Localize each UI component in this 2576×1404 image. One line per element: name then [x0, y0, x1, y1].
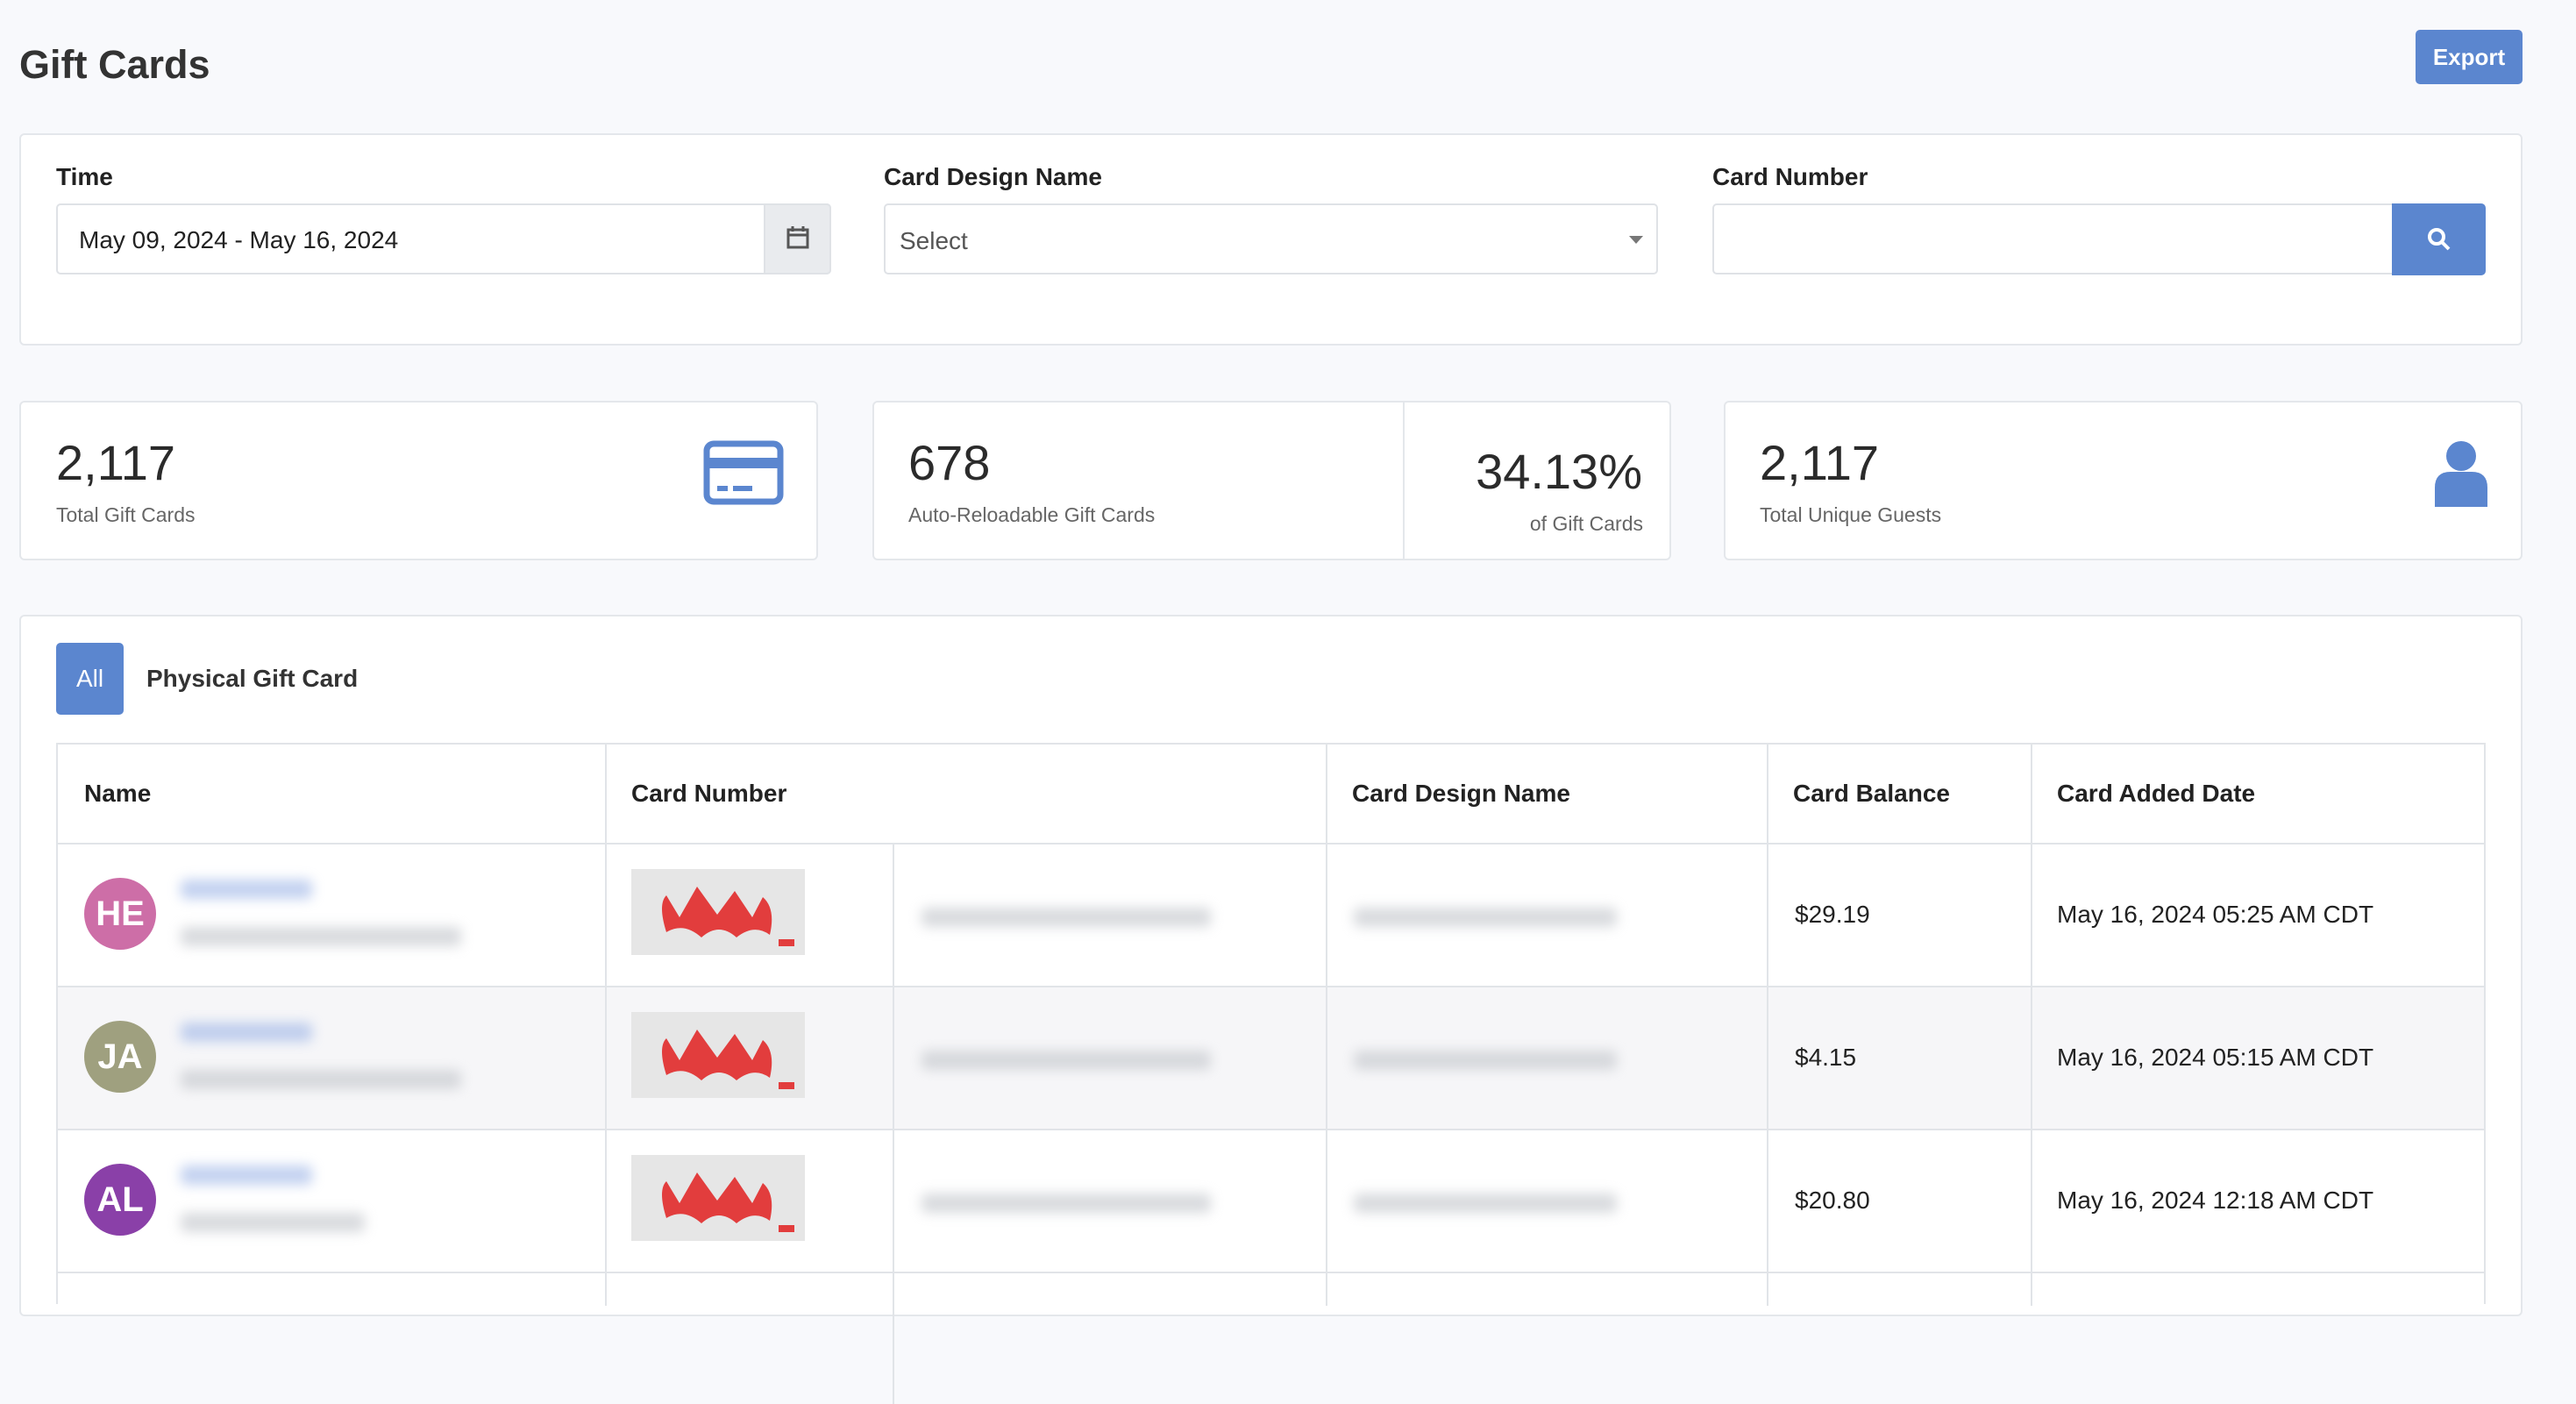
card-date: May 16, 2024 12:18 AM CDT: [2057, 1187, 2374, 1214]
column-header: Card Added Date: [2057, 780, 2256, 807]
table-row: [58, 1129, 2484, 1272]
table: Name Card Number Card Design Name Card Bala…: [56, 743, 2486, 1404]
card-date: May 16, 2024 05:15 AM CDT: [2057, 1044, 2374, 1071]
calendar-button[interactable]: [764, 203, 831, 274]
column-header: Card Number: [631, 780, 787, 807]
design-select[interactable]: [884, 203, 1658, 274]
stat-card: [1724, 401, 2523, 560]
blurred-card-number: [922, 1051, 1211, 1070]
card-logo: [662, 887, 794, 946]
table-row: [58, 843, 2484, 986]
column-header: Card Design Name: [1352, 780, 1570, 807]
user-icon: [2435, 441, 2487, 507]
stat-percent: 34.13%: [1476, 444, 1642, 499]
stat-card: [19, 401, 818, 560]
column-header: Card Balance: [1793, 780, 1950, 807]
stat-card: [872, 401, 1671, 560]
column-divider: [2031, 745, 2032, 1306]
search-icon: [2427, 228, 2450, 251]
filter-label: Time: [56, 163, 113, 190]
card-image: [631, 1155, 805, 1241]
card-icon: [703, 440, 784, 505]
card-logo: [662, 1030, 794, 1089]
card-number-input[interactable]: [1712, 203, 2405, 274]
column-divider: [893, 843, 894, 1404]
card-image: [631, 869, 805, 955]
stat-value: 2,117: [1760, 435, 1879, 490]
avatar: HE: [84, 878, 156, 950]
filter-label: Card Number: [1712, 163, 1868, 190]
card-balance: $20.80: [1795, 1187, 1870, 1214]
dropdown-arrow: [1629, 236, 1643, 244]
blurred-email: [181, 927, 461, 946]
date-value: May 09, 2024 - May 16, 2024: [79, 226, 399, 253]
card-balance: $29.19: [1795, 901, 1870, 928]
filter-label: Card Design Name: [884, 163, 1102, 190]
select-placeholder: Select: [900, 227, 968, 254]
blurred-card-number: [922, 908, 1211, 927]
blurred-name: [181, 1023, 312, 1042]
stat-value: 2,117: [56, 435, 175, 490]
card-date: May 16, 2024 05:25 AM CDT: [2057, 901, 2374, 928]
table-row: [58, 986, 2484, 1129]
avatar: JA: [84, 1021, 156, 1093]
blurred-design: [1354, 908, 1617, 927]
stat-value: 678: [908, 435, 991, 490]
card-image: [631, 1012, 805, 1098]
page-title: Gift Cards: [19, 42, 210, 87]
search-button[interactable]: [2392, 203, 2486, 275]
tab-active[interactable]: All: [56, 643, 124, 715]
blurred-design: [1354, 1194, 1617, 1213]
card-logo: [662, 1172, 794, 1232]
avatar: AL: [84, 1164, 156, 1236]
stat-label: Total Gift Cards: [56, 503, 196, 526]
calendar-icon: [786, 226, 809, 249]
export-button[interactable]: Export: [2416, 30, 2523, 84]
stat-percent-label: of Gift Cards: [1529, 512, 1643, 535]
blurred-name: [181, 880, 312, 899]
stat-label: Auto-Reloadable Gift Cards: [908, 503, 1156, 526]
card-balance: $4.15: [1795, 1044, 1857, 1071]
row-border: [58, 1272, 2484, 1273]
blurred-card-number: [922, 1194, 1211, 1213]
column-divider: [605, 745, 607, 1306]
date-input[interactable]: [56, 203, 831, 274]
blurred-name: [181, 1165, 312, 1185]
blurred-email: [181, 1213, 365, 1232]
page: Gift Cards Export Time May 09, 2024 - Ma…: [19, 30, 2523, 1404]
column-divider: [1326, 745, 1327, 1306]
divider: [1403, 401, 1405, 560]
blurred-email: [181, 1070, 461, 1089]
stat-label: Total Unique Guests: [1760, 503, 1942, 526]
blurred-design: [1354, 1051, 1617, 1070]
column-header: Name: [84, 780, 152, 807]
tab[interactable]: Physical Gift Card: [146, 665, 359, 692]
column-divider: [1767, 745, 1768, 1306]
